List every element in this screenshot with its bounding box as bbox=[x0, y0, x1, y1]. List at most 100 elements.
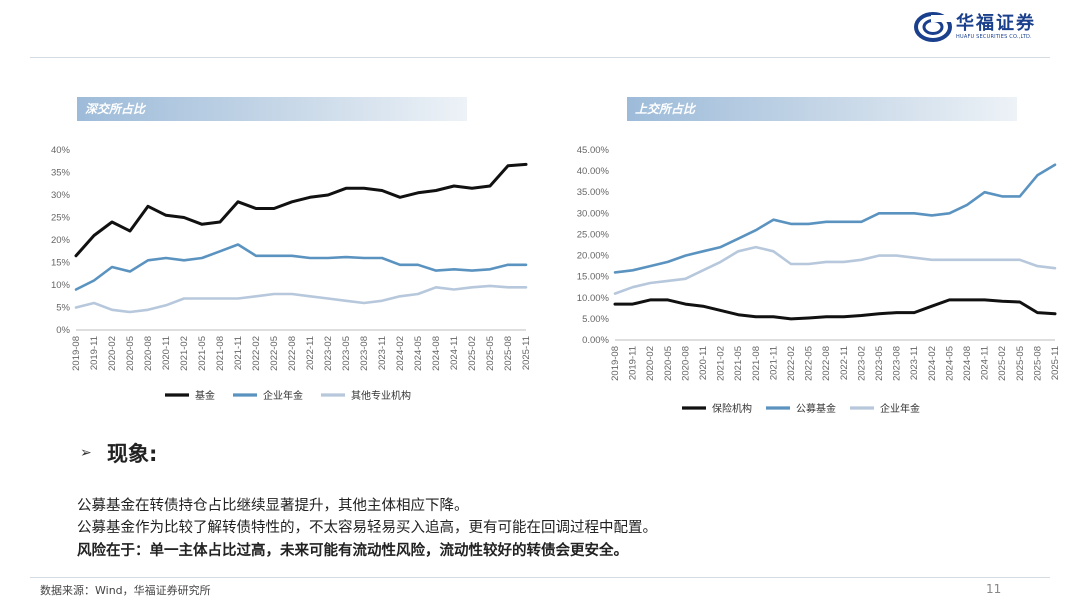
x-tick-label: 2020-11 bbox=[161, 336, 172, 370]
x-tick-label: 2024-02 bbox=[395, 336, 406, 371]
legend-label: 企业年金 bbox=[263, 389, 303, 402]
x-tick-label: 2024-11 bbox=[980, 346, 991, 380]
x-tick-label: 2023-05 bbox=[341, 336, 352, 371]
x-tick-label: 2023-11 bbox=[909, 346, 920, 380]
logo-english-text: HUAFU SECURITIES CO.,LTD. bbox=[956, 33, 1032, 40]
x-tick-label: 2023-08 bbox=[892, 346, 903, 381]
y-tick-label: 5% bbox=[56, 303, 70, 314]
x-tick-label: 2022-02 bbox=[251, 336, 262, 371]
y-tick-label: 25.00% bbox=[577, 229, 610, 240]
y-tick-label: 10% bbox=[51, 280, 71, 291]
x-tick-label: 2023-02 bbox=[856, 346, 867, 381]
page-number: 11 bbox=[986, 582, 1002, 596]
y-tick-label: 15.00% bbox=[577, 272, 610, 283]
x-tick-label: 2022-05 bbox=[804, 346, 815, 381]
x-tick-label: 2025-02 bbox=[997, 346, 1008, 381]
phenomenon-heading: 现象: bbox=[107, 442, 158, 466]
series-line-企业年金 bbox=[613, 245, 1057, 295]
x-tick-label: 2019-11 bbox=[89, 336, 100, 370]
phenomenon-risk-line: 风险在于：单一主体占比过高，未来可能有流动性风险，流动性较好的转债会更安全。 bbox=[77, 543, 628, 559]
y-tick-label: 5.00% bbox=[582, 314, 609, 325]
x-tick-label: 2022-08 bbox=[821, 346, 832, 381]
legend-label: 保险机构 bbox=[712, 402, 752, 415]
series-line-企业年金 bbox=[74, 243, 528, 291]
x-tick-label: 2025-02 bbox=[467, 336, 478, 371]
company-logo: 华福证券 HUAFU SECURITIES CO.,LTD. bbox=[914, 12, 1036, 42]
y-tick-label: 20.00% bbox=[577, 251, 610, 262]
x-tick-label: 2021-05 bbox=[197, 336, 208, 371]
x-tick-label: 2024-05 bbox=[413, 336, 424, 371]
x-tick-label: 2021-08 bbox=[751, 346, 762, 381]
header-divider bbox=[30, 57, 1050, 58]
y-tick-label: 15% bbox=[51, 258, 71, 269]
x-tick-label: 2021-11 bbox=[768, 346, 779, 380]
x-tick-label: 2025-05 bbox=[485, 336, 496, 371]
x-tick-label: 2024-05 bbox=[944, 346, 955, 381]
data-source: 数据来源：Wind，华福证券研究所 bbox=[40, 584, 211, 597]
logo-chinese-text: 华福证券 bbox=[956, 12, 1036, 34]
x-tick-label: 2024-08 bbox=[962, 346, 973, 381]
y-tick-label: 35.00% bbox=[577, 187, 610, 198]
huafu-logo-icon bbox=[914, 12, 952, 42]
y-tick-label: 25% bbox=[51, 213, 71, 224]
y-tick-label: 45.00% bbox=[577, 145, 610, 156]
legend-label: 基金 bbox=[195, 389, 215, 402]
y-tick-label: 0.00% bbox=[582, 335, 609, 346]
legend-label: 公募基金 bbox=[796, 402, 836, 415]
series-line-基金 bbox=[74, 162, 528, 258]
x-tick-label: 2022-08 bbox=[287, 336, 298, 371]
y-tick-label: 30.00% bbox=[577, 208, 610, 219]
x-tick-label: 2024-08 bbox=[431, 336, 442, 371]
x-tick-label: 2022-05 bbox=[269, 336, 280, 371]
chart-sz-share: 0% 5% 10% 15% 20% 25% 30% 35% 40% 2019-08 2019-11 2… bbox=[51, 145, 532, 402]
x-tick-label: 2020-02 bbox=[645, 346, 656, 381]
x-tick-label: 2023-02 bbox=[323, 336, 334, 371]
x-tick-label: 2025-05 bbox=[1015, 346, 1026, 381]
y-tick-label: 40% bbox=[51, 145, 71, 156]
chart-sh-share: 0.00% 5.00% 10.00% 15.00% 20.00% 25.00% 30.00%… bbox=[577, 145, 1061, 415]
x-tick-label: 2023-05 bbox=[874, 346, 885, 381]
x-tick-label: 2023-08 bbox=[359, 336, 370, 371]
x-tick-label: 2020-02 bbox=[107, 336, 118, 371]
x-tick-label: 2022-11 bbox=[305, 336, 316, 370]
x-tick-label: 2019-11 bbox=[628, 346, 639, 380]
legend-label: 其他专业机构 bbox=[351, 389, 411, 402]
x-tick-label: 2020-05 bbox=[663, 346, 674, 381]
x-tick-label: 2021-02 bbox=[179, 336, 190, 371]
x-tick-label: 2021-11 bbox=[233, 336, 244, 370]
series-line-公募基金 bbox=[613, 163, 1057, 274]
bullet-arrow-icon: ➢ bbox=[80, 445, 92, 461]
footer-divider bbox=[30, 577, 1050, 578]
phenomenon-line-1: 公募基金在转债持仓占比继续显著提升，其他主体相应下降。 bbox=[77, 498, 469, 514]
x-tick-label: 2021-05 bbox=[733, 346, 744, 381]
x-tick-label: 2022-02 bbox=[786, 346, 797, 381]
chart-title-sh: 上交所占比 bbox=[627, 97, 1017, 121]
x-tick-label: 2022-11 bbox=[839, 346, 850, 380]
x-tick-label: 2020-08 bbox=[680, 346, 691, 381]
x-tick-label: 2025-08 bbox=[1032, 346, 1043, 381]
series-line-保险机构 bbox=[613, 298, 1057, 321]
legend-label: 企业年金 bbox=[880, 402, 920, 415]
x-tick-label: 2019-08 bbox=[71, 336, 82, 371]
x-tick-label: 2025-11 bbox=[521, 336, 532, 370]
chart-title-sz: 深交所占比 bbox=[77, 97, 467, 121]
y-tick-label: 30% bbox=[51, 190, 71, 201]
series-line-其他专业机构 bbox=[74, 284, 528, 314]
x-tick-label: 2024-02 bbox=[927, 346, 938, 381]
x-tick-label: 2021-08 bbox=[215, 336, 226, 371]
phenomenon-line-2: 公募基金作为比较了解转债特性的，不太容易轻易买入追高，更有可能在回调过程中配置。 bbox=[77, 520, 657, 536]
x-tick-label: 2024-11 bbox=[449, 336, 460, 370]
x-tick-label: 2021-02 bbox=[716, 346, 727, 381]
x-tick-label: 2020-08 bbox=[143, 336, 154, 371]
x-tick-label: 2019-08 bbox=[610, 346, 621, 381]
y-tick-label: 0% bbox=[56, 325, 70, 336]
y-tick-label: 10.00% bbox=[577, 293, 610, 304]
y-tick-label: 35% bbox=[51, 168, 71, 179]
y-tick-label: 20% bbox=[51, 235, 71, 246]
x-tick-label: 2023-11 bbox=[377, 336, 388, 370]
x-tick-label: 2025-11 bbox=[1050, 346, 1061, 380]
x-tick-label: 2020-05 bbox=[125, 336, 136, 371]
y-tick-label: 40.00% bbox=[577, 166, 610, 177]
x-tick-label: 2020-11 bbox=[698, 346, 709, 380]
x-tick-label: 2025-08 bbox=[503, 336, 514, 371]
